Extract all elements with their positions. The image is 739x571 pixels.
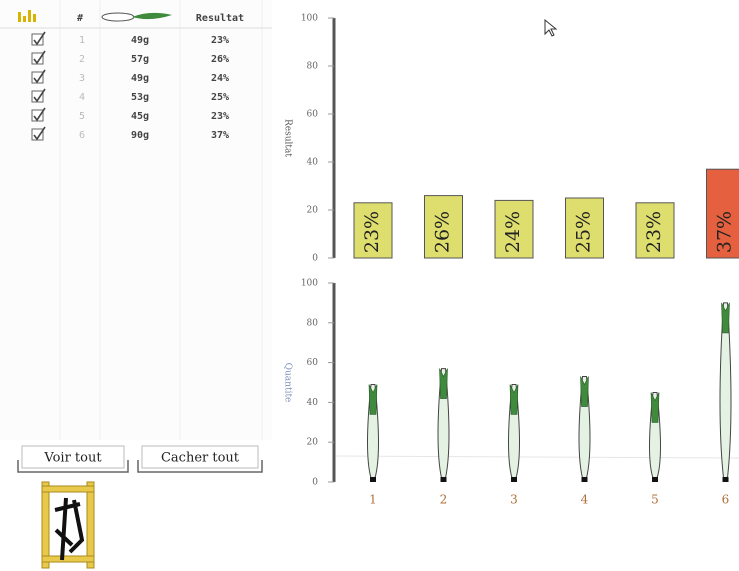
button-label[interactable]: Cacher tout [161,451,240,466]
x-tick-label: 4 [581,493,589,507]
y-tick-label: 80 [307,62,319,72]
row-index: 3 [79,73,85,84]
row-result: 23% [211,35,229,46]
x-tick-label: 2 [440,493,448,507]
leek-root [582,477,588,482]
row-weight: 49g [131,73,149,84]
checkbox[interactable] [32,108,45,121]
row-index: 2 [79,54,85,65]
row-weight: 49g [131,35,149,46]
x-tick-label: 5 [651,493,659,507]
row-index: 5 [79,111,85,122]
result-label: 23% [361,211,383,253]
y-tick-label: 0 [312,478,318,488]
y-tick-label: 0 [312,254,318,264]
button-label[interactable]: Voir tout [43,451,102,466]
checkbox[interactable] [32,89,45,102]
x-tick-label: 1 [369,493,377,507]
row-result: 23% [211,111,229,122]
checkbox[interactable] [32,70,45,83]
row-result: 26% [211,54,229,65]
y-tick-label: 20 [307,206,319,216]
row-weight: 90g [131,130,149,141]
result-label: 23% [643,211,665,253]
row-weight: 45g [131,111,149,122]
checkbox[interactable] [32,32,45,45]
leek-root [723,477,729,482]
checkbox[interactable] [32,51,45,64]
x-tick-label: 6 [722,493,730,507]
button-show-all[interactable]: Voir tout [18,446,128,472]
checkbox[interactable] [32,127,45,140]
row-weight: 53g [131,92,149,103]
result-label: 26% [432,211,454,253]
y-tick-label: 80 [307,318,319,328]
leek-root [370,477,376,482]
y-tick-label: 40 [307,398,319,408]
header-index: # [77,13,83,24]
row-index: 1 [79,35,85,46]
leek-root [511,477,517,482]
y-axis-label: Quantite [283,363,293,403]
row-index: 4 [79,92,85,103]
row-result: 24% [211,73,229,84]
table-panel [0,0,272,440]
y-axis-label: Resultat [283,119,293,157]
logo [42,482,94,568]
y-tick-label: 100 [301,279,318,289]
leek-root [652,477,658,482]
row-result: 37% [211,130,229,141]
y-tick-label: 20 [307,438,319,448]
x-tick-label: 3 [510,493,518,507]
row-index: 6 [79,130,85,141]
y-tick-label: 60 [307,110,319,120]
y-tick-label: 100 [301,14,318,24]
result-label: 37% [714,211,736,253]
y-tick-label: 40 [307,158,319,168]
header-result: Resultat [196,13,244,24]
button-hide-all[interactable]: Cacher tout [138,446,262,472]
leek-root [441,477,447,482]
result-label: 25% [573,211,595,253]
app-window: # Resultat Voir tout Cacher tout 1 49g 23%… [0,0,739,571]
y-tick-label: 60 [307,358,319,368]
row-result: 25% [211,92,229,103]
row-weight: 57g [131,54,149,65]
result-label: 24% [502,211,524,253]
